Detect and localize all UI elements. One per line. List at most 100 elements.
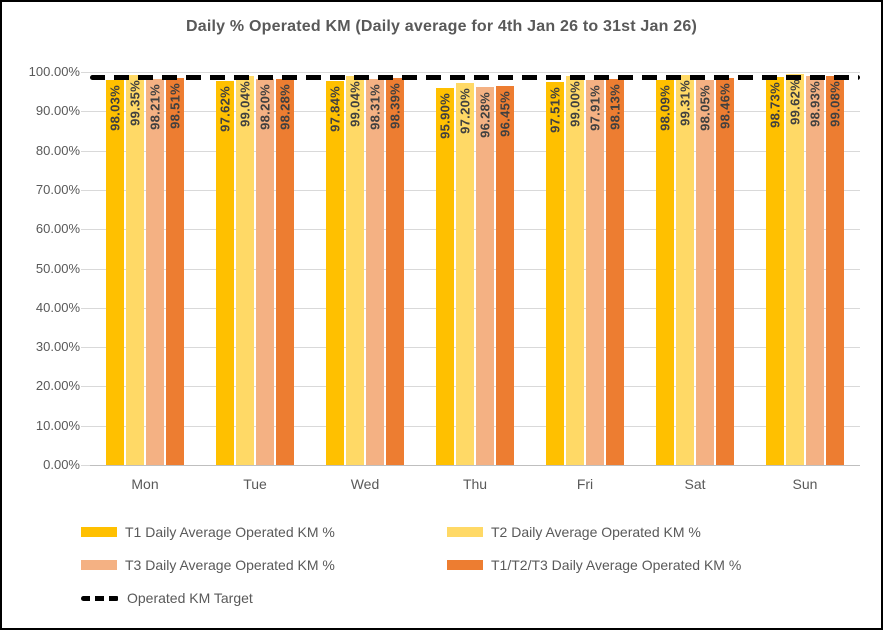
x-axis-label: Sun — [792, 476, 818, 492]
t1-series-swatch — [81, 527, 117, 537]
bar-data-label: 97.91% — [587, 85, 603, 132]
x-axis-label: Fri — [576, 476, 594, 492]
t2-series-swatch — [447, 527, 483, 537]
y-axis-label: 80.00% — [35, 143, 80, 158]
legend-label-t1t2t3: T1/T2/T3 Daily Average Operated KM % — [491, 557, 742, 573]
bar-data-label: 98.31% — [367, 83, 383, 130]
gridline — [90, 229, 860, 230]
bar-data-label: 97.20% — [457, 88, 473, 134]
legend-row: T1 Daily Average Operated KM % T2 Daily … — [81, 522, 841, 542]
bar-data-label: 99.04% — [347, 80, 363, 127]
bar: 97.62% — [216, 81, 234, 465]
x-axis: Mon Tue Wed Thu Fri Sat Sun — [90, 476, 860, 492]
bar-group-mon: 98.03% 99.35% 98.21% 98.51% — [90, 72, 200, 465]
bar-data-label: 98.09% — [657, 84, 673, 131]
bar: 98.20% — [256, 79, 274, 465]
legend-label-t1: T1 Daily Average Operated KM % — [125, 524, 335, 540]
bar: 98.51% — [166, 77, 184, 465]
legend-item-target: Operated KM Target — [81, 590, 447, 606]
bar-data-label: 99.35% — [127, 79, 143, 126]
y-axis-tick — [81, 347, 90, 348]
x-axis-label: Tue — [243, 476, 267, 492]
y-axis-label: 20.00% — [35, 378, 80, 393]
bar-data-label: 98.39% — [387, 83, 403, 130]
plot-area: 98.03% 99.35% 98.21% 98.51% 97.62% 99.04% 98.2… — [90, 72, 860, 466]
legend-item-t3: T3 Daily Average Operated KM % — [81, 557, 447, 573]
bar-data-label: 98.03% — [107, 84, 123, 131]
y-axis-tick — [81, 190, 90, 191]
bar: 96.28% — [476, 86, 494, 465]
y-axis-tick — [81, 269, 90, 270]
bar-data-label: 98.05% — [697, 84, 713, 131]
bar-groups: 98.03% 99.35% 98.21% 98.51% 97.62% 99.04% 98.2… — [90, 72, 860, 465]
bar-data-label: 99.62% — [787, 78, 803, 125]
target-dashed-line-swatch — [81, 595, 119, 601]
bar: 95.90% — [436, 88, 454, 465]
bar-group-fri: 97.51% 99.00% 97.91% 98.13% — [530, 72, 640, 465]
y-axis-label: 70.00% — [35, 182, 80, 197]
bar-data-label: 99.31% — [677, 79, 693, 126]
gridline — [90, 386, 860, 387]
bar-data-label: 97.62% — [217, 86, 233, 133]
y-axis-label: 40.00% — [35, 300, 80, 315]
legend-item-t1: T1 Daily Average Operated KM % — [81, 524, 447, 540]
bar-data-label: 99.08% — [827, 80, 843, 127]
y-axis-label: 10.00% — [35, 418, 80, 433]
gridline — [90, 269, 860, 270]
bar: 97.20% — [456, 83, 474, 465]
y-axis-tick — [81, 308, 90, 309]
bar-data-label: 96.45% — [497, 91, 513, 137]
legend-row: T3 Daily Average Operated KM % T1/T2/T3 … — [81, 555, 841, 575]
gridline — [90, 111, 860, 112]
y-axis-tick — [81, 72, 90, 73]
bar-data-label: 98.51% — [167, 82, 183, 129]
bar-data-label: 98.46% — [717, 83, 733, 130]
gridline — [90, 190, 860, 191]
bar: 98.21% — [146, 79, 164, 465]
y-axis-label: 50.00% — [35, 261, 80, 276]
legend-row: Operated KM Target — [81, 588, 841, 608]
bar: 98.03% — [106, 79, 124, 465]
bar-data-label: 96.28% — [477, 91, 493, 138]
gridline — [90, 347, 860, 348]
bar-data-label: 95.90% — [437, 93, 453, 140]
t1t2t3-series-swatch — [447, 560, 483, 570]
bar: 99.04% — [236, 75, 254, 465]
bar: 98.09% — [656, 79, 674, 465]
gridline — [90, 426, 860, 427]
bar: 98.31% — [366, 78, 384, 465]
y-axis-tick — [81, 151, 90, 152]
y-axis-tick — [81, 426, 90, 427]
bar: 99.04% — [346, 75, 364, 465]
y-axis-label: 100.00% — [28, 64, 80, 79]
bar-group-wed: 97.84% 99.04% 98.31% 98.39% — [310, 72, 420, 465]
bar-group-thu: 95.90% 97.20% 96.28% 96.45% — [420, 72, 530, 465]
bar-data-label: 98.28% — [277, 83, 293, 130]
y-axis-label: 30.00% — [35, 339, 80, 354]
bar-group-sat: 98.09% 99.31% 98.05% 98.46% — [640, 72, 750, 465]
y-axis-tick — [81, 111, 90, 112]
chart-title: Daily % Operated KM (Daily average for 4… — [186, 18, 697, 35]
legend-item-t1t2t3: T1/T2/T3 Daily Average Operated KM % — [447, 557, 741, 573]
x-axis-label: Sat — [684, 476, 706, 492]
bar-group-sun: 98.73% 99.62% 98.93% 99.08% — [750, 72, 860, 465]
x-axis-label: Mon — [131, 476, 159, 492]
legend-label-target: Operated KM Target — [127, 590, 253, 606]
y-axis-label: 90.00% — [35, 103, 80, 118]
t3-series-swatch — [81, 560, 117, 570]
bar: 99.31% — [676, 74, 694, 465]
bar: 97.84% — [326, 80, 344, 465]
y-axis-tick — [81, 465, 90, 466]
gridline — [90, 151, 860, 152]
legend-item-t2: T2 Daily Average Operated KM % — [447, 524, 701, 540]
bar: 98.39% — [386, 78, 404, 465]
bar: 99.00% — [566, 75, 584, 465]
bar-data-label: 99.04% — [237, 80, 253, 127]
bar: 97.51% — [546, 81, 564, 465]
legend: T1 Daily Average Operated KM % T2 Daily … — [81, 522, 841, 621]
target-line — [90, 75, 860, 80]
y-axis-tick — [81, 229, 90, 230]
bar: 98.73% — [766, 77, 784, 465]
x-axis-line — [90, 465, 860, 466]
bar: 99.35% — [126, 74, 144, 465]
